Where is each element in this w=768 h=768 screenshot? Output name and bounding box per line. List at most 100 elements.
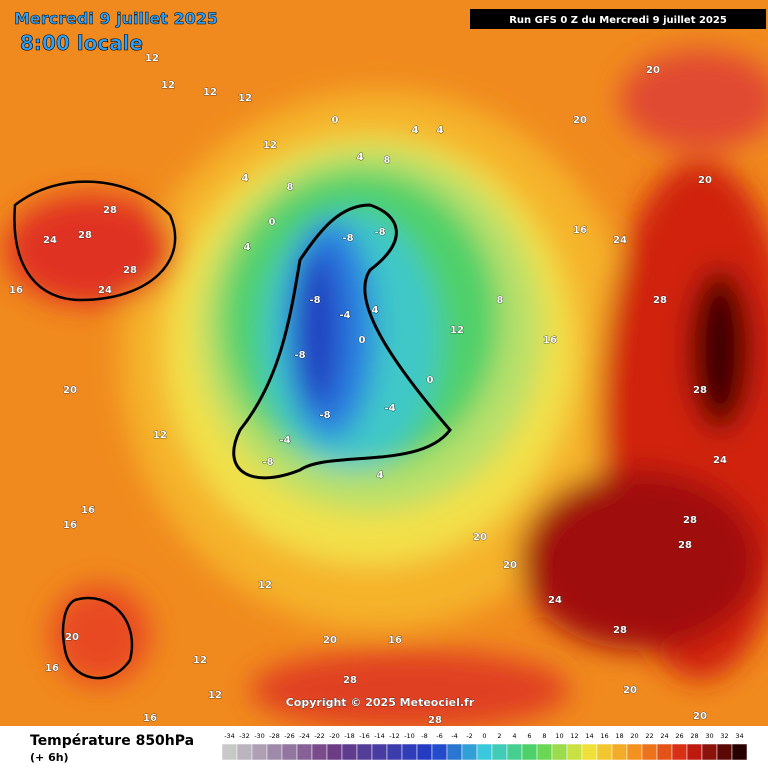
scale-label: -26 — [284, 732, 295, 740]
scale-swatch — [611, 743, 628, 761]
scale-swatch — [641, 743, 658, 761]
contour-label: 12 — [450, 325, 464, 336]
contour-label: 12 — [238, 93, 252, 104]
scale-swatch — [536, 743, 553, 761]
scale-label: -2 — [466, 732, 472, 740]
legend-lead: (+ 6h) — [30, 751, 69, 764]
contour-label: 0 — [427, 375, 434, 386]
contour-label: 12 — [145, 53, 159, 64]
contour-label: 28 — [653, 295, 667, 306]
scale-label: 12 — [570, 732, 578, 740]
scale-label: -4 — [451, 732, 457, 740]
scale-swatch — [716, 743, 733, 761]
scale-label: 6 — [527, 732, 531, 740]
scale-swatch — [401, 743, 418, 761]
scale-label: -14 — [374, 732, 385, 740]
scale-label: 24 — [660, 732, 668, 740]
contour-label: 4 — [372, 305, 379, 316]
scale-swatch — [701, 743, 718, 761]
scale-swatch — [431, 743, 448, 761]
contour-label: 0 — [269, 217, 276, 228]
run-label: Run GFS 0 Z du Mercredi 9 juillet 2025 — [509, 15, 727, 26]
scale-swatch — [371, 743, 388, 761]
scale-label: -24 — [299, 732, 310, 740]
contour-label: 12 — [263, 140, 277, 151]
contour-label: 12 — [208, 690, 222, 701]
scale-swatch — [671, 743, 688, 761]
scale-swatch — [296, 743, 313, 761]
scale-label: -34 — [224, 732, 235, 740]
contour-label: 4 — [244, 242, 251, 253]
scale-swatch — [521, 743, 538, 761]
contour-label: -8 — [374, 227, 385, 238]
scale-swatch — [686, 743, 703, 761]
contour-label: -8 — [294, 350, 305, 361]
contour-label: -4 — [384, 403, 395, 414]
scale-label: -30 — [254, 732, 265, 740]
contour-label: 20 — [473, 532, 487, 543]
scale-label: 2 — [497, 732, 501, 740]
contour-label: 12 — [258, 580, 272, 591]
scale-swatch — [626, 743, 643, 761]
scale-label: -12 — [389, 732, 400, 740]
contour-label: 28 — [123, 265, 137, 276]
scale-swatch — [581, 743, 598, 761]
contour-label: 8 — [497, 295, 504, 306]
scale-swatch — [311, 743, 328, 761]
scale-swatch — [341, 743, 358, 761]
contour-label: 28 — [678, 540, 692, 551]
contour-label: 20 — [698, 175, 712, 186]
scale-swatch — [236, 743, 253, 761]
scale-label: 26 — [675, 732, 683, 740]
contour-label: -4 — [279, 435, 290, 446]
scale-swatch — [506, 743, 523, 761]
time-label: 8:00 locale — [20, 31, 143, 55]
scale-label: 20 — [630, 732, 638, 740]
scale-swatch — [266, 743, 283, 761]
contour-label: -8 — [309, 295, 320, 306]
contour-label: 0 — [359, 335, 366, 346]
contour-label: 4 — [242, 173, 249, 184]
contour-label: 4 — [412, 125, 419, 136]
contour-label: -8 — [319, 410, 330, 421]
contour-label: 20 — [573, 115, 587, 126]
scale-swatch — [656, 743, 673, 761]
scale-swatch — [476, 743, 493, 761]
contour-label: 0 — [332, 115, 339, 126]
contour-label: 16 — [388, 635, 402, 646]
contour-label: 28 — [103, 205, 117, 216]
contour-label: 28 — [78, 230, 92, 241]
legend: Température 850hPa (+ 6h) -34 -32 -30 -28 -2… — [30, 732, 748, 764]
contour-label: 24 — [613, 235, 627, 246]
copyright: Copyright © 2025 Meteociel.fr — [286, 696, 475, 709]
scale-label: 28 — [690, 732, 698, 740]
contour-label: 16 — [81, 505, 95, 516]
scale-label: 0 — [482, 732, 486, 740]
contour-label: 24 — [713, 455, 727, 466]
scale-label: -18 — [344, 732, 355, 740]
scale-swatch — [416, 743, 433, 761]
scale-label: -22 — [314, 732, 325, 740]
scale-label: 34 — [735, 732, 743, 740]
scale-swatch — [446, 743, 463, 761]
contour-label: 8 — [287, 182, 294, 193]
contour-label: 4 — [377, 470, 384, 481]
scale-swatch — [551, 743, 568, 761]
contour-label: 20 — [623, 685, 637, 696]
scale-label: -32 — [239, 732, 250, 740]
contour-label: 28 — [613, 625, 627, 636]
scale-swatch — [731, 743, 748, 761]
contour-label: 12 — [193, 655, 207, 666]
contour-label: 16 — [543, 335, 557, 346]
scale-label: 4 — [512, 732, 516, 740]
contour-label: 20 — [693, 711, 707, 722]
scale-label: 30 — [705, 732, 713, 740]
scale-swatch — [221, 743, 238, 761]
scale-label: -28 — [269, 732, 280, 740]
scale-label: 32 — [720, 732, 728, 740]
scale-label: 16 — [600, 732, 608, 740]
scale-label: 10 — [555, 732, 563, 740]
scale-label: -16 — [359, 732, 370, 740]
